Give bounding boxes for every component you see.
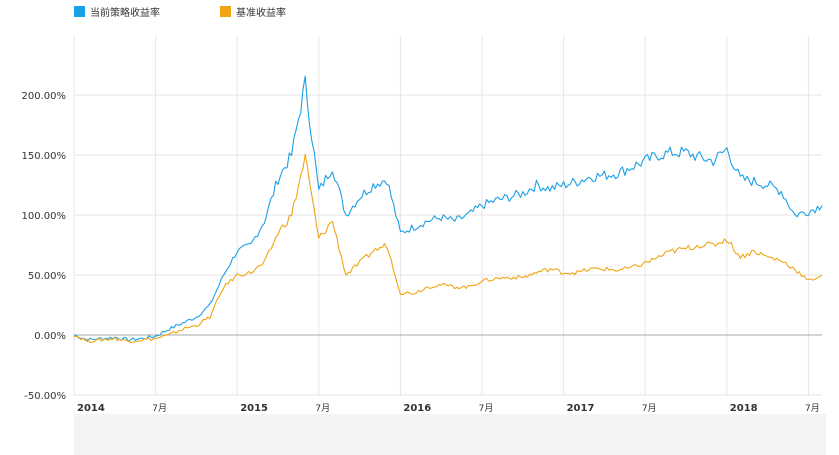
legend-label-benchmark: 基准收益率 [236, 8, 286, 19]
y-tick-label: -50.00% [24, 391, 66, 402]
navigator-area[interactable] [74, 414, 826, 455]
series-line-strategy[interactable] [73, 75, 823, 342]
legend-swatch-strategy [74, 6, 85, 17]
legend-item-strategy[interactable]: 当前策略收益率 [74, 4, 160, 19]
y-tick-label: 100.00% [22, 211, 67, 222]
legend-label-strategy: 当前策略收益率 [90, 8, 160, 19]
legend-item-benchmark[interactable]: 基准收益率 [220, 4, 286, 19]
x-tick-label: 2018 [730, 403, 758, 414]
y-tick-label: 50.00% [28, 271, 66, 282]
y-tick-label: 200.00% [22, 91, 67, 102]
x-tick-label: 7月 [479, 403, 494, 414]
x-tick-label: 7月 [805, 403, 820, 414]
y-tick-label: 150.00% [22, 151, 67, 162]
legend-swatch-benchmark [220, 6, 231, 17]
series-line-benchmark[interactable] [73, 153, 823, 344]
x-tick-label: 7月 [152, 403, 167, 414]
x-tick-label: 2015 [240, 403, 268, 414]
x-tick-label: 2016 [403, 403, 431, 414]
x-tick-label: 7月 [315, 403, 330, 414]
x-tick-label: 7月 [642, 403, 657, 414]
x-tick-label: 2014 [77, 403, 105, 414]
x-tick-label: 2017 [567, 403, 595, 414]
y-tick-label: 0.00% [34, 331, 66, 342]
